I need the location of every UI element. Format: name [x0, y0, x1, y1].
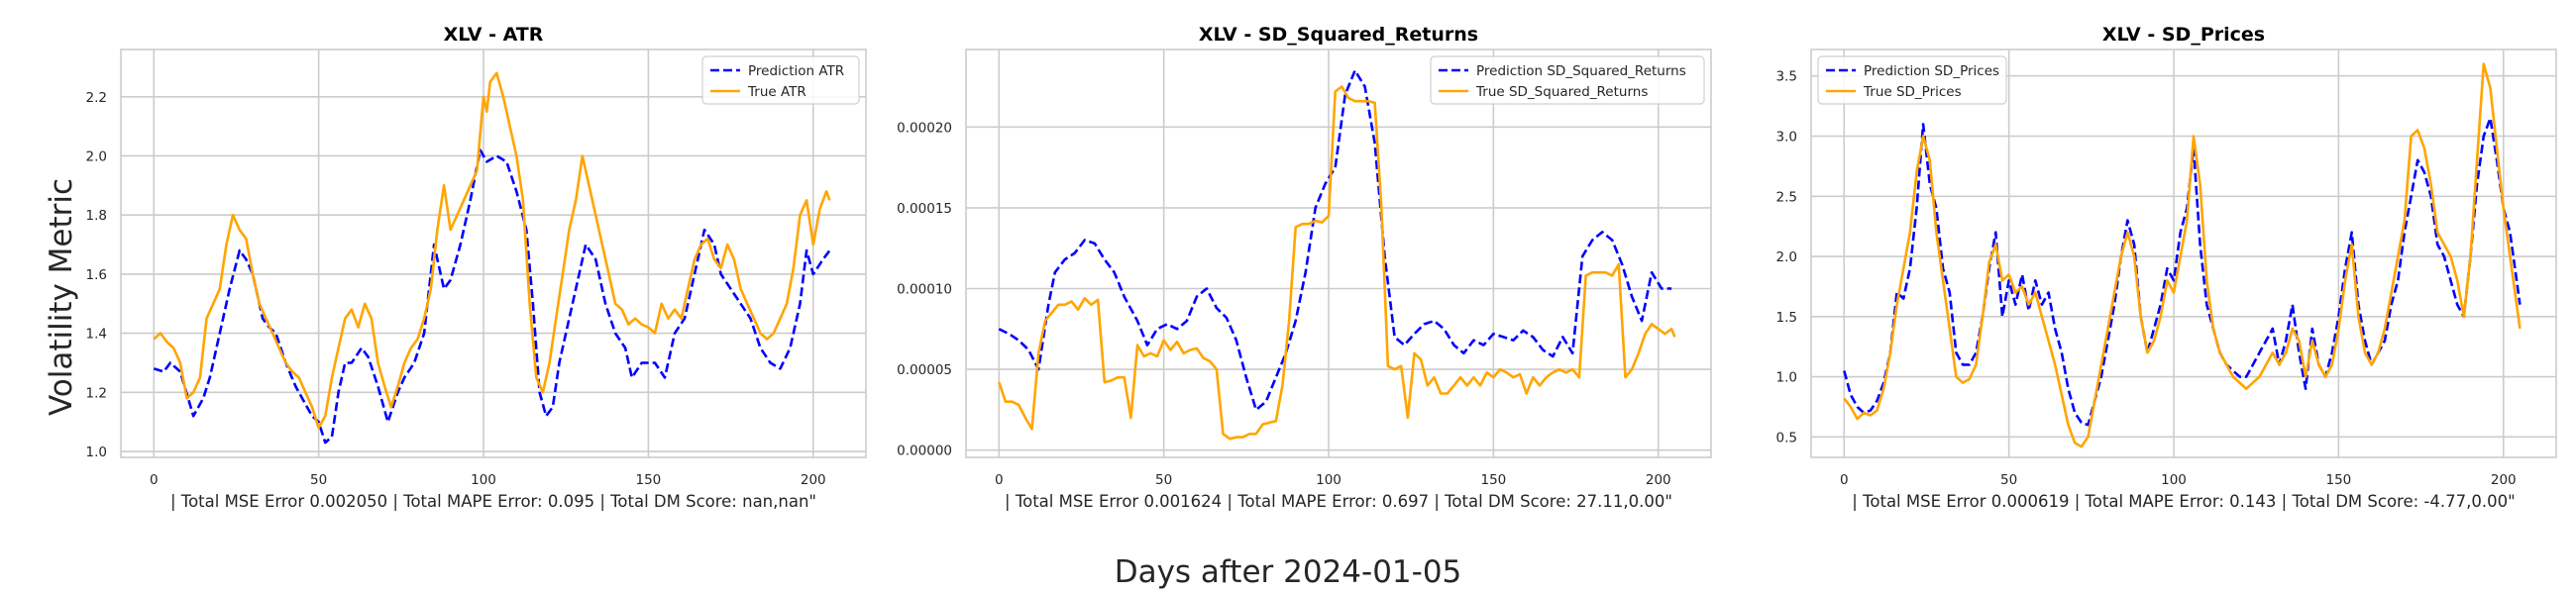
chart-title: XLV - SD_Squared_Returns: [1199, 24, 1478, 46]
x-tick-label: 0: [995, 472, 1004, 488]
x-tick-label: 100: [1316, 472, 1342, 488]
y-tick-label: 3.0: [1776, 130, 1797, 146]
y-tick-label: 1.4: [86, 327, 107, 343]
y-tick-label: 1.6: [86, 267, 107, 283]
chart-title: XLV - ATR: [444, 24, 544, 46]
y-tick-label: 1.5: [1776, 310, 1797, 326]
x-tick-label: 0: [1840, 472, 1849, 488]
legend-label: Prediction SD_Squared_Returns: [1476, 63, 1686, 79]
legend-label: True SD_Prices: [1863, 84, 1962, 100]
axes-frame: [965, 49, 1712, 458]
x-tick-label: 100: [471, 472, 496, 488]
series-line-true: [1843, 62, 2522, 448]
chart-panel-1: 0 50 100 150 200 1.0 1.2 1.4 1.6 1.8 2.0 2.2 XLV - A…: [86, 24, 867, 511]
y-tick-label: 0.00010: [897, 281, 952, 297]
y-tick-label: 2.0: [86, 148, 107, 164]
y-tick-label: 3.5: [1776, 69, 1797, 85]
series-line-true: [998, 85, 1676, 441]
x-tick-label: 200: [801, 472, 826, 488]
chart-legend: Prediction SD_Prices True SD_Prices: [1817, 55, 2007, 105]
chart-panel-2: 0 50 100 150 200 0.00000 0.00005 0.00010 0.00015…: [897, 24, 1712, 511]
y-tick-label: 2.2: [86, 90, 107, 106]
y-tick-label: 1.0: [1776, 370, 1797, 386]
x-tick-label: 150: [1480, 472, 1506, 488]
legend-label: True SD_Squared_Returns: [1475, 84, 1648, 100]
chart-legend: Prediction ATR True ATR: [701, 55, 860, 105]
legend-label: Prediction SD_Prices: [1864, 63, 1999, 79]
x-tick-label: 150: [635, 472, 661, 488]
x-axis-label: | Total MSE Error 0.001624 | Total MAPE …: [1005, 492, 1672, 511]
axes-frame: [1810, 49, 2557, 458]
y-tick-label: 0.5: [1776, 430, 1797, 446]
y-tick-label: 0.00015: [897, 201, 952, 217]
y-tick-label: 0.00000: [897, 444, 952, 459]
chart-title: XLV - SD_Prices: [2102, 24, 2265, 46]
y-tick-label: 2.5: [1776, 189, 1797, 205]
series-line-prediction: [1843, 117, 2522, 427]
y-tick-label: 2.0: [1776, 249, 1797, 265]
x-axis-label: | Total MSE Error 0.002050 | Total MAPE …: [170, 492, 816, 511]
legend-box: [1430, 55, 1705, 105]
series-line-prediction: [998, 68, 1672, 412]
axes-frame: [120, 49, 867, 458]
y-tick-label: 1.8: [86, 208, 107, 224]
figure-ylabel: Volatility Metric: [44, 178, 79, 416]
chart-legend: Prediction SD_Squared_Returns True SD_Squ…: [1430, 55, 1705, 105]
x-tick-label: 0: [150, 472, 159, 488]
plot-area: [1811, 50, 2556, 457]
y-tick-label: 0.00005: [897, 362, 952, 378]
legend-label: Prediction ATR: [748, 63, 844, 79]
x-tick-label: 200: [1646, 472, 1671, 488]
y-tick-label: 1.0: [86, 445, 107, 460]
x-tick-label: 50: [1155, 472, 1172, 488]
x-tick-label: 50: [310, 472, 327, 488]
x-tick-label: 50: [2000, 472, 2017, 488]
y-tick-label: 1.2: [86, 385, 107, 401]
x-tick-label: 150: [2325, 472, 2351, 488]
series-line-true: [153, 71, 831, 430]
plot-area: [966, 50, 1711, 457]
legend-box: [1817, 55, 2007, 105]
figure-xlabel: Days after 2024-01-05: [1115, 554, 1462, 590]
x-axis-label: | Total MSE Error 0.000619 | Total MAPE …: [1852, 492, 2515, 511]
legend-box: [701, 55, 860, 105]
plot-area: [121, 50, 866, 457]
chart-panel-3: 0 50 100 150 200 0.5 1.0 1.5 2.0 2.5 3.0 3.5 XLV - S…: [1776, 24, 2557, 511]
x-tick-label: 200: [2491, 472, 2517, 488]
y-tick-label: 0.00020: [897, 120, 952, 136]
x-tick-label: 100: [2161, 472, 2187, 488]
legend-label: True ATR: [747, 84, 806, 100]
